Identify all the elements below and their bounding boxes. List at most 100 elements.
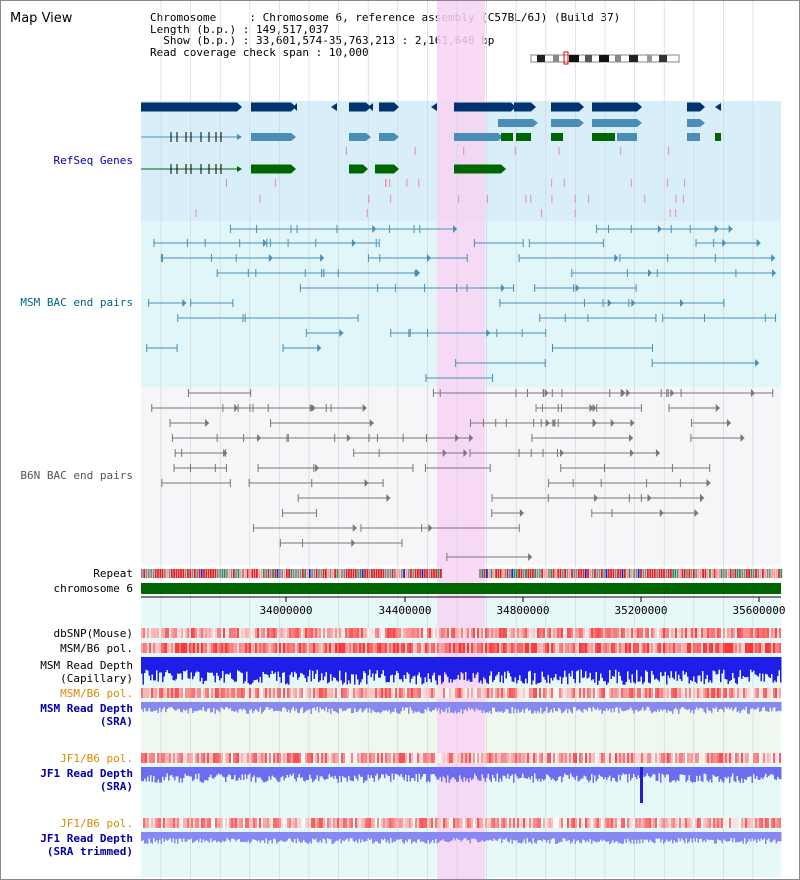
polymorphism-cell — [463, 818, 465, 828]
polymorphism-cell — [355, 818, 357, 828]
read-depth-bar — [384, 832, 386, 839]
repeat-element — [288, 569, 290, 578]
polymorphism-cell — [437, 628, 439, 638]
read-depth-bar — [516, 832, 518, 841]
read-depth-bar — [645, 832, 647, 840]
read-depth-bar — [370, 657, 372, 678]
ideogram-band — [585, 55, 592, 62]
polymorphism-cell — [371, 818, 373, 828]
polymorphism-cell — [313, 628, 315, 638]
polymorphism-cell — [663, 628, 665, 638]
polymorphism-cell — [529, 643, 531, 653]
polymorphism-cell — [693, 753, 695, 763]
polymorphism-cell — [481, 818, 483, 828]
repeat-element — [578, 569, 580, 578]
read-depth-bar — [624, 767, 626, 775]
polymorphism-cell — [147, 818, 149, 828]
polymorphism-cell — [141, 688, 143, 698]
polymorphism-cell — [433, 628, 435, 638]
polymorphism-cell — [239, 628, 241, 638]
b6n-bac-pair-arrow — [629, 434, 634, 442]
polymorphism-cell — [181, 643, 183, 653]
msm-bac-end-pairs-label[interactable]: MSM BAC end pairs — [20, 296, 133, 309]
polymorphism-cell — [471, 688, 473, 698]
chromosome-ideogram[interactable] — [530, 51, 680, 65]
read-depth-bar — [328, 657, 330, 683]
polymorphism-cell — [567, 628, 569, 638]
polymorphism-cell — [357, 818, 359, 828]
polymorphism-cell — [449, 753, 451, 763]
read-depth-bar — [505, 832, 507, 839]
polymorphism-cell — [603, 628, 605, 638]
b6n-bac-track[interactable] — [151, 389, 774, 561]
read-depth-bar — [414, 702, 416, 712]
polymorphism-cell — [767, 688, 769, 698]
read-depth-bar — [655, 657, 657, 679]
polymorphism-cell — [477, 688, 479, 698]
polymorphism-cell — [345, 753, 347, 763]
polymorphism-cell — [577, 688, 579, 698]
read-depth-bar — [690, 832, 692, 839]
polymorphism-cell — [697, 753, 699, 763]
read-depth-bar — [238, 657, 240, 672]
polymorphism-cell — [273, 628, 275, 638]
read-depth-bar — [733, 657, 735, 679]
repeat-element — [407, 569, 410, 578]
read-depth-bar — [201, 767, 203, 783]
read-depth-bar — [540, 832, 542, 841]
read-depth-bar — [355, 832, 357, 841]
read-depth-bar — [300, 832, 302, 844]
read-depth-bar — [297, 767, 299, 778]
msm-bac-track[interactable] — [146, 225, 777, 382]
polymorphism-cell — [559, 753, 561, 763]
read-depth-bar — [520, 702, 522, 712]
polymorphism-cell — [233, 753, 235, 763]
read-depth-bar — [547, 702, 549, 714]
repeat-element — [653, 569, 656, 578]
polymorphism-cell — [517, 643, 519, 653]
polymorphism-cell — [495, 818, 497, 828]
b6n-bac-pair-arrow — [369, 419, 374, 427]
read-depth-bar — [183, 832, 185, 839]
polymorphism-cell — [269, 643, 271, 653]
repeat-element — [380, 569, 382, 578]
polymorphism-cell — [295, 753, 297, 763]
read-depth-bar — [417, 657, 419, 676]
read-depth-bar — [619, 832, 621, 844]
read-depth-bar — [676, 832, 678, 843]
read-depth-bar — [285, 767, 287, 778]
read-depth-bar — [489, 767, 491, 780]
repeat-element — [755, 569, 757, 578]
b6n-bac-end-pairs-label[interactable]: B6N BAC end pairs — [20, 469, 133, 482]
polymorphism-cell — [581, 688, 583, 698]
read-depth-bar — [448, 832, 450, 843]
polymorphism-cell — [527, 818, 529, 828]
read-depth-bar — [169, 657, 171, 674]
read-depth-bar — [390, 767, 392, 782]
read-depth-bar — [730, 702, 732, 708]
read-depth-bar — [294, 832, 296, 839]
polymorphism-cell — [701, 753, 703, 763]
polymorphism-cell — [685, 818, 687, 828]
repeat-element — [214, 569, 217, 578]
polymorphism-cell — [373, 628, 375, 638]
read-depth-bar — [603, 702, 605, 711]
polymorphism-cell — [507, 818, 509, 828]
refseq-genes-label[interactable]: RefSeq Genes — [53, 154, 133, 167]
polymorphism-cell — [779, 688, 781, 698]
read-depth-bar — [214, 657, 216, 683]
polymorphism-cell — [593, 818, 595, 828]
read-depth-bar — [187, 657, 189, 679]
polymorphism-cell — [707, 688, 709, 698]
repeat-element — [272, 569, 274, 578]
polymorphism-cell — [165, 818, 167, 828]
read-depth-bar — [228, 702, 230, 710]
read-depth-bar — [598, 657, 600, 681]
polymorphism-cell — [673, 628, 675, 638]
polymorphism-cell — [527, 643, 529, 653]
read-depth-bar — [577, 832, 579, 841]
refseq-gene-track[interactable] — [141, 102, 721, 218]
polymorphism-cell — [269, 818, 271, 828]
read-depth-bar — [523, 832, 525, 840]
read-depth-bar — [462, 657, 464, 674]
